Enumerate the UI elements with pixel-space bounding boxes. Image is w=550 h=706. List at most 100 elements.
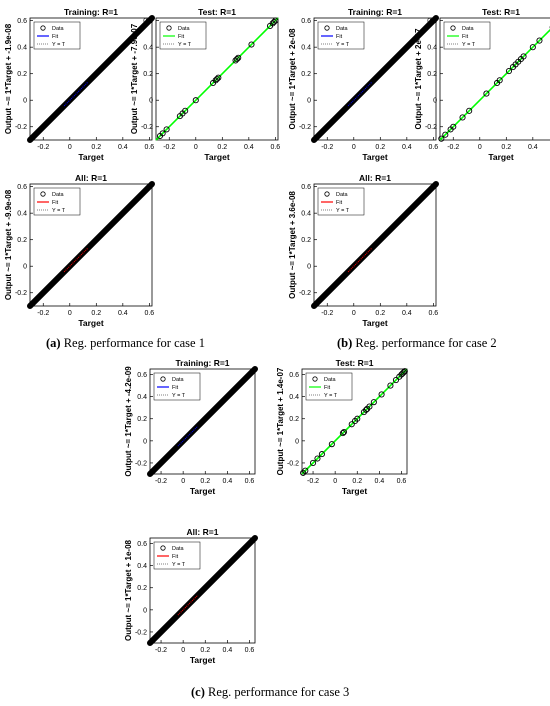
legend: Data Fit Y = T <box>153 541 201 570</box>
y-tick-label: 0 <box>307 264 311 271</box>
data-markers <box>27 181 155 309</box>
x-tick-label: 0.4 <box>223 647 233 654</box>
legend-data-marker <box>40 191 46 197</box>
legend: Data Fit Y = T <box>317 21 365 50</box>
y-tick-label: -0.2 <box>135 460 147 467</box>
x-tick-label: 0 <box>181 647 185 654</box>
legend-ref-label: Y = T <box>52 208 66 214</box>
data-point <box>366 403 373 410</box>
y-tick-label: 0 <box>433 98 437 105</box>
x-axis-label: Target <box>362 318 388 328</box>
caption-text: Reg. performance for case 2 <box>355 336 497 350</box>
chart-title: Test: R=1 <box>198 7 236 17</box>
data-point <box>496 77 503 84</box>
x-tick-label: 0 <box>181 478 185 485</box>
y-tick-label: 0.2 <box>17 237 27 244</box>
legend-fit-label: Fit <box>172 554 179 560</box>
x-tick-label: 0.6 <box>428 310 438 317</box>
y-tick-label: 0.6 <box>137 372 147 379</box>
x-tick-label: 0 <box>478 144 482 151</box>
x-tick-label: 0.2 <box>217 144 227 151</box>
x-axis-label: Target <box>488 152 514 162</box>
data-point <box>400 369 407 376</box>
legend-ref-label: Y = T <box>52 42 66 48</box>
y-tick-label: 0.6 <box>301 18 311 25</box>
legend-data-label: Data <box>336 192 349 198</box>
data-point <box>483 90 490 97</box>
fit-line <box>63 81 89 107</box>
chart-title: Training: R=1 <box>348 7 402 17</box>
x-tick-label: -0.2 <box>37 144 49 151</box>
data-point <box>163 126 170 133</box>
x-tick-label: 0.6 <box>397 478 407 485</box>
legend-fit-label: Fit <box>324 385 331 391</box>
y-tick-label: 0.4 <box>301 211 311 218</box>
y-tick-label: 0.4 <box>17 45 27 52</box>
caption-text: Reg. performance for case 1 <box>63 336 205 350</box>
y-tick-label: 0 <box>143 438 147 445</box>
chart-panel: -0.2 0 0.2 0.4 0.6 -0.2 0 0.2 0.4 0.6 Test: R=1 Tar… <box>414 7 550 162</box>
fit-line <box>177 594 199 616</box>
x-tick-label: 0 <box>194 144 198 151</box>
data-point <box>248 41 255 48</box>
y-tick-label: 0.2 <box>427 71 437 78</box>
x-axis-label: Target <box>204 152 230 162</box>
x-tick-label: -0.2 <box>321 144 333 151</box>
caption-letter: (c) <box>191 685 205 699</box>
y-axis-label: Output ~= 1*Target + 1.4e-07 <box>276 367 285 475</box>
x-tick-label: -0.2 <box>307 478 319 485</box>
x-tick-label: 0.2 <box>91 310 101 317</box>
legend-data-marker <box>324 25 330 31</box>
caption-case-3: (c) Reg. performance for case 3 <box>191 685 349 700</box>
data-point <box>363 406 370 413</box>
chart-panel: -0.2 0 0.2 0.4 0.6 -0.2 0 0.2 0.4 0.6 Test: R=1 Tar… <box>130 7 280 162</box>
caption-case-2: (b) Reg. performance for case 2 <box>337 336 497 351</box>
y-tick-label: 0.6 <box>289 372 299 379</box>
y-tick-label: 0.2 <box>137 416 147 423</box>
chart-title: Test: R=1 <box>336 358 374 368</box>
y-tick-label: -0.2 <box>135 629 147 636</box>
x-tick-label: 0.4 <box>375 478 385 485</box>
chart-panel: -0.2 0 0.2 0.4 0.6 -0.2 0 0.2 0.4 0.6 Training: R=… <box>124 358 258 496</box>
fit-line <box>177 425 199 447</box>
chart-title: All: R=1 <box>75 173 107 183</box>
x-tick-label: 0.4 <box>118 144 128 151</box>
data-point <box>233 56 240 63</box>
x-tick-label: -0.2 <box>37 310 49 317</box>
legend-data-marker <box>160 545 166 551</box>
y-axis-label: Output ~= 1*Target + 2e-08 <box>288 28 297 130</box>
legend-fit-label: Fit <box>52 34 59 40</box>
y-tick-label: 0.4 <box>137 563 147 570</box>
x-tick-label: 0 <box>68 144 72 151</box>
data-point <box>235 54 242 61</box>
y-tick-label: 0 <box>23 98 27 105</box>
data-point <box>339 430 346 437</box>
chart-panel: -0.2 0 0.2 0.4 0.6 -0.2 0 0.2 0.4 0.6 Test: R=1 Tar… <box>276 358 408 496</box>
data-point <box>520 53 527 60</box>
data-point <box>272 17 279 24</box>
data-point <box>354 415 361 422</box>
chart-title: Training: R=1 <box>64 7 118 17</box>
caption-letter: (a) <box>46 336 61 350</box>
data-point <box>328 441 335 448</box>
x-tick-label: 0.2 <box>200 478 210 485</box>
data-point <box>314 455 321 462</box>
x-axis-label: Target <box>342 486 368 496</box>
x-tick-label: 0.6 <box>245 478 255 485</box>
data-markers <box>311 181 439 309</box>
x-tick-label: 0.6 <box>144 310 154 317</box>
x-tick-label: 0.2 <box>200 647 210 654</box>
legend-ref-label: Y = T <box>336 208 350 214</box>
y-tick-label: -0.2 <box>299 124 311 131</box>
data-point <box>192 97 199 104</box>
data-point <box>401 368 408 375</box>
y-tick-label: -0.2 <box>15 124 27 131</box>
data-point <box>159 130 166 137</box>
x-tick-label: 0.6 <box>245 647 255 654</box>
x-tick-label: 0.2 <box>91 144 101 151</box>
x-axis-label: Target <box>78 318 104 328</box>
legend-data-label: Data <box>172 546 185 552</box>
legend-ref-label: Y = T <box>178 42 192 48</box>
x-tick-label: 0 <box>352 144 356 151</box>
